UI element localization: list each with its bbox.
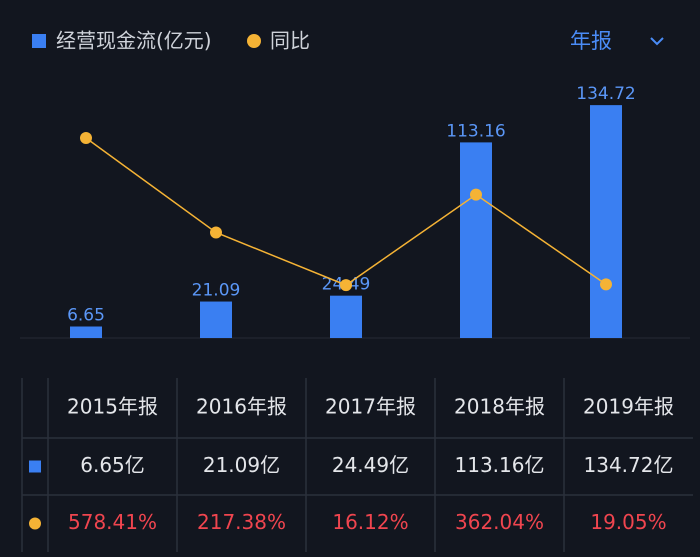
row-icon bbox=[29, 460, 41, 473]
yoy-point bbox=[340, 279, 352, 292]
yoy-point bbox=[210, 226, 222, 239]
table-cell: 113.16亿 bbox=[455, 453, 545, 477]
bar-value-label: 113.16 bbox=[446, 121, 505, 141]
yoy-point bbox=[80, 132, 92, 145]
bar bbox=[70, 326, 102, 338]
table-cell: 24.49亿 bbox=[332, 453, 409, 477]
table-cell: 21.09亿 bbox=[203, 453, 280, 477]
legend-label: 同比 bbox=[270, 29, 310, 53]
yoy-point bbox=[470, 188, 482, 201]
table-cell: 6.65亿 bbox=[80, 453, 145, 477]
bar bbox=[460, 142, 492, 338]
row-icon bbox=[29, 517, 41, 530]
yoy-point bbox=[600, 278, 612, 291]
bar bbox=[590, 105, 622, 338]
yoy-line bbox=[85, 137, 607, 286]
table-header: 2018年报 bbox=[454, 395, 545, 419]
legend-swatch bbox=[32, 34, 46, 48]
table-header: 2016年报 bbox=[196, 395, 287, 419]
legend-dot bbox=[247, 34, 261, 48]
table-cell: 578.41% bbox=[68, 510, 157, 534]
table-cell: 217.38% bbox=[197, 510, 286, 534]
table-header: 2017年报 bbox=[325, 395, 416, 419]
table-header: 2019年报 bbox=[583, 395, 674, 419]
table-cell: 19.05% bbox=[590, 510, 666, 534]
bar-value-label: 6.65 bbox=[67, 306, 105, 326]
table-cell: 134.72亿 bbox=[584, 453, 674, 477]
bar-value-label: 21.09 bbox=[192, 281, 241, 301]
period-label[interactable]: 年报 bbox=[570, 29, 612, 53]
table-header: 2015年报 bbox=[67, 395, 158, 419]
bar-value-label: 134.72 bbox=[576, 84, 635, 104]
bar bbox=[330, 295, 362, 338]
bar bbox=[200, 301, 232, 338]
chevron[interactable] bbox=[650, 37, 664, 46]
period-selector[interactable]: 年报 bbox=[570, 29, 664, 53]
legend-label: 经营现金流(亿元) bbox=[56, 29, 212, 53]
table-cell: 362.04% bbox=[455, 510, 544, 534]
table-cell: 16.12% bbox=[332, 510, 408, 534]
